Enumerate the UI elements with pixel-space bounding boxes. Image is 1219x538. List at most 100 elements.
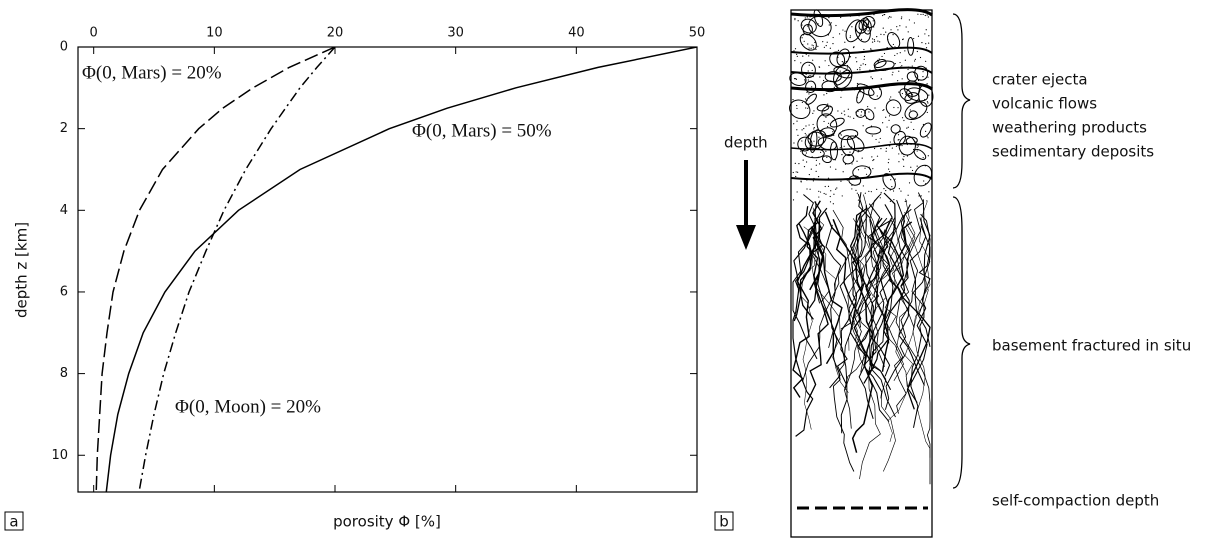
grain <box>812 112 814 114</box>
grain <box>811 86 813 88</box>
grain <box>897 29 899 31</box>
fracture <box>865 193 885 367</box>
grain <box>817 45 819 48</box>
grain <box>855 111 857 113</box>
grain <box>837 56 839 58</box>
grain <box>824 185 826 188</box>
grain <box>796 129 798 131</box>
grain <box>878 58 880 60</box>
grain <box>845 60 847 63</box>
grain <box>856 61 858 63</box>
fracture <box>792 201 822 437</box>
grain <box>847 108 849 110</box>
clast <box>800 18 817 34</box>
grain <box>890 179 892 181</box>
clast <box>914 65 929 81</box>
grain <box>817 156 819 158</box>
grain <box>877 60 879 62</box>
grain <box>843 145 845 147</box>
clast <box>809 130 818 153</box>
grain <box>901 92 903 95</box>
fracture <box>909 217 931 348</box>
grain <box>792 99 794 101</box>
grain <box>882 14 884 17</box>
grain <box>894 62 896 65</box>
grain <box>828 24 830 26</box>
grain <box>900 18 903 20</box>
grain <box>879 197 881 199</box>
grain <box>796 120 798 122</box>
grain <box>851 188 853 190</box>
grain <box>841 153 843 156</box>
grain <box>870 125 873 127</box>
grain <box>797 20 799 22</box>
grain <box>898 188 900 190</box>
grain <box>818 136 820 138</box>
grain <box>897 134 900 136</box>
grain <box>843 110 845 112</box>
grain <box>819 76 821 78</box>
fracture <box>884 223 916 381</box>
grain <box>855 177 857 180</box>
grain <box>901 144 903 147</box>
grain <box>887 17 890 19</box>
grain <box>802 34 805 36</box>
grain <box>858 33 860 35</box>
fracture <box>810 226 843 365</box>
grain <box>873 147 876 150</box>
clast <box>846 135 865 152</box>
layer-label: weathering products <box>992 119 1147 137</box>
grain <box>810 75 812 77</box>
fracture <box>793 223 813 322</box>
grain <box>833 86 835 88</box>
grain <box>830 22 832 24</box>
clast <box>913 164 933 187</box>
clast <box>817 137 837 151</box>
grain <box>888 168 890 170</box>
grain <box>916 156 919 158</box>
grain <box>793 50 795 52</box>
grain <box>806 188 808 190</box>
grain <box>840 180 842 182</box>
grain <box>820 131 822 133</box>
grain <box>883 34 885 36</box>
grain <box>908 66 910 68</box>
fracture <box>910 213 931 428</box>
grain <box>911 94 914 96</box>
grain <box>888 158 890 160</box>
clast <box>865 126 882 135</box>
clast <box>848 175 862 186</box>
clast <box>856 88 865 104</box>
grain <box>812 123 814 126</box>
grain <box>853 117 855 120</box>
clast <box>864 108 875 121</box>
grain <box>866 106 869 108</box>
grain <box>927 155 929 157</box>
grain <box>802 55 804 57</box>
grain <box>806 91 808 93</box>
grain <box>870 48 872 50</box>
grain <box>901 153 903 155</box>
grain <box>797 134 799 137</box>
grain <box>876 36 878 38</box>
grain <box>837 110 839 112</box>
grain <box>925 183 927 185</box>
grain <box>793 78 796 80</box>
grain <box>927 16 929 18</box>
grain <box>814 41 816 44</box>
grain <box>899 52 901 54</box>
grain <box>805 107 807 109</box>
grain <box>849 72 852 74</box>
layer-boundary <box>790 8 933 18</box>
grain <box>846 67 849 69</box>
grain <box>859 67 861 69</box>
grain <box>896 26 898 28</box>
grain <box>922 13 924 15</box>
grain <box>897 107 899 109</box>
grain <box>889 98 891 100</box>
fracture <box>887 201 931 442</box>
fracture <box>891 211 916 387</box>
fracture <box>809 200 825 291</box>
grain <box>898 153 900 155</box>
grain <box>806 99 808 101</box>
